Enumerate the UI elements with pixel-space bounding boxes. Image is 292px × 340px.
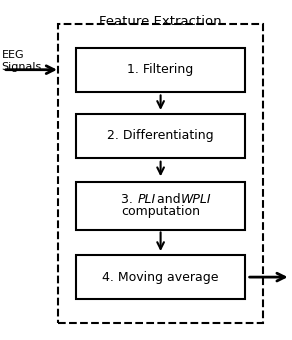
Text: 4. Moving average: 4. Moving average	[102, 271, 219, 284]
Text: WPLI: WPLI	[180, 193, 211, 206]
Text: and: and	[153, 193, 184, 206]
Bar	[76, 48, 245, 92]
Bar	[76, 255, 245, 299]
Text: 3.: 3.	[121, 193, 137, 206]
Text: 1. Filtering: 1. Filtering	[128, 63, 194, 76]
Bar	[76, 114, 245, 158]
Bar	[76, 182, 245, 230]
Text: Feature Extraction: Feature Extraction	[99, 15, 222, 28]
Text: EEG
Signals: EEG Signals	[1, 50, 42, 72]
Bar	[58, 24, 263, 323]
Text: PLI: PLI	[138, 193, 156, 206]
Text: 2. Differentiating: 2. Differentiating	[107, 130, 214, 142]
Text: computation: computation	[121, 205, 200, 218]
